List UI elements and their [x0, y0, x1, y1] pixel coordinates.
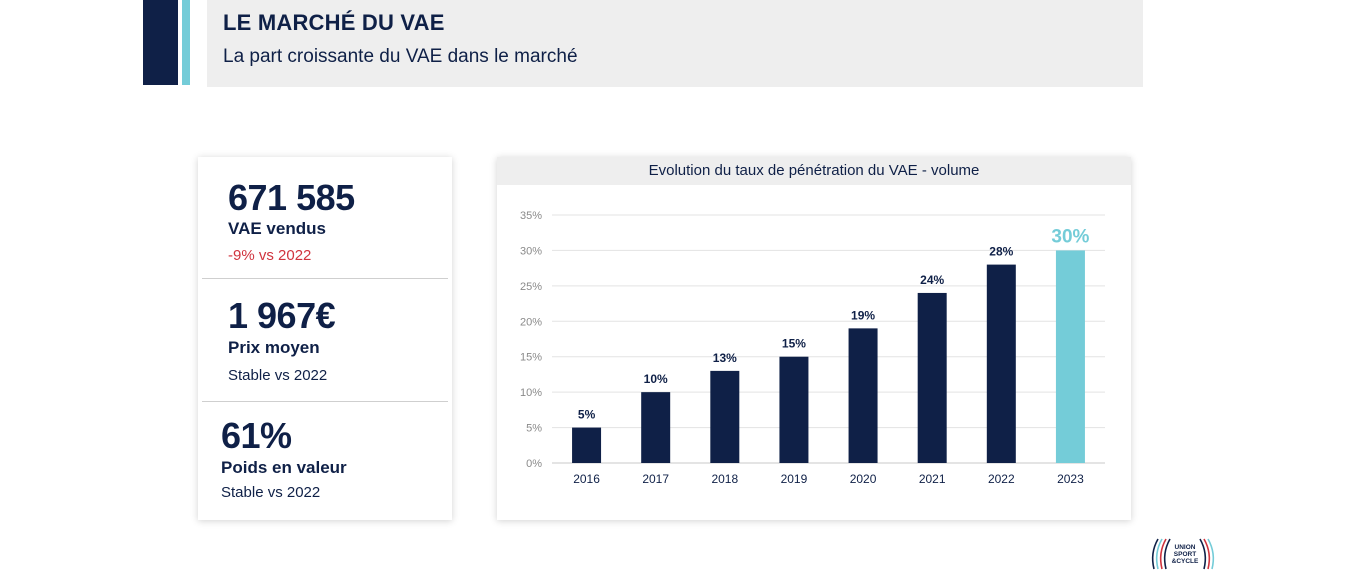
- y-tick-label: 20%: [520, 316, 542, 328]
- bar: [779, 356, 809, 463]
- kpi-divider: [202, 401, 448, 402]
- y-tick-label: 30%: [520, 245, 542, 257]
- x-tick-label: 2022: [988, 472, 1015, 486]
- kpi-value-share-label: Poids en valeur: [221, 458, 347, 477]
- x-tick-label: 2018: [711, 472, 738, 486]
- y-tick-label: 0%: [526, 458, 542, 470]
- bar-chart: 0% 5% 10% 15% 20% 25% 30% 35% 5% 2016 10% 2017 13% 20…: [520, 210, 1105, 486]
- y-tick-label: 35%: [520, 210, 542, 222]
- data-label: 19%: [851, 308, 875, 322]
- bar: [1055, 250, 1085, 463]
- bar: [710, 370, 740, 463]
- bar: [848, 328, 878, 463]
- chart-card: Evolution du taux de pénétration du VAE …: [497, 157, 1131, 520]
- x-tick-label: 2021: [919, 472, 946, 486]
- bar: [986, 264, 1016, 463]
- x-tick-label: 2023: [1057, 472, 1084, 486]
- data-label: 13%: [713, 351, 737, 365]
- kpi-sales-trend: -9% vs 2022: [228, 247, 312, 264]
- kpi-card: 671 585 VAE vendus -9% vs 2022 1 967€ Pr…: [198, 157, 452, 520]
- kpi-price-label: Prix moyen: [228, 338, 320, 357]
- chart-title: Evolution du taux de pénétration du VAE …: [648, 162, 980, 179]
- kpi-sales-value: 671 585: [228, 177, 355, 218]
- kpi-divider: [202, 278, 448, 279]
- svg-text:&CYCLE: &CYCLE: [1172, 558, 1199, 565]
- bar: [572, 427, 602, 463]
- data-label: 15%: [782, 337, 806, 351]
- x-tick-label: 2020: [850, 472, 877, 486]
- data-label: 30%: [1051, 226, 1089, 247]
- bar: [641, 392, 671, 463]
- header-accent-stripe: [182, 0, 190, 85]
- data-label: 5%: [578, 408, 596, 422]
- data-label: 28%: [989, 245, 1013, 259]
- svg-text:UNION: UNION: [1175, 544, 1196, 551]
- y-tick-label: 15%: [520, 352, 542, 364]
- chart-title-bar: [497, 157, 1131, 185]
- x-tick-label: 2016: [573, 472, 600, 486]
- svg-text:SPORT: SPORT: [1174, 551, 1196, 558]
- union-sport-cycle-logo: UNION SPORT &CYCLE: [1151, 538, 1215, 570]
- data-label: 24%: [920, 273, 944, 287]
- page-subtitle: La part croissante du VAE dans le marché: [223, 46, 578, 67]
- page-title: LE MARCHÉ DU VAE: [223, 10, 445, 35]
- header-accent-bar: [143, 0, 178, 85]
- y-tick-label: 5%: [526, 423, 542, 435]
- x-tick-label: 2019: [781, 472, 808, 486]
- kpi-value-share-value: 61%: [221, 415, 292, 456]
- data-label: 10%: [644, 372, 668, 386]
- kpi-sales-label: VAE vendus: [228, 219, 326, 238]
- header: LE MARCHÉ DU VAE La part croissante du V…: [207, 0, 1143, 87]
- y-tick-label: 25%: [520, 281, 542, 293]
- kpi-price-value: 1 967€: [228, 295, 336, 336]
- kpi-price-trend: Stable vs 2022: [228, 367, 328, 384]
- y-tick-label: 10%: [520, 387, 542, 399]
- kpi-value-share-trend: Stable vs 2022: [221, 484, 321, 501]
- x-tick-label: 2017: [642, 472, 669, 486]
- bar: [917, 292, 947, 463]
